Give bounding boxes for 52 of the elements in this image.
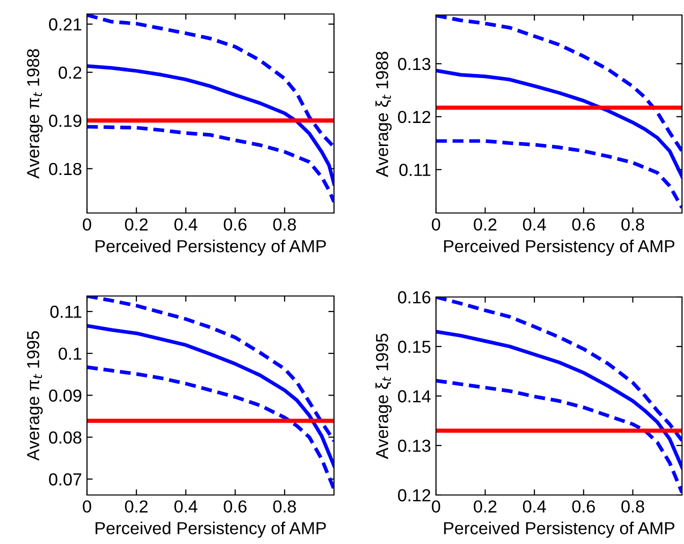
x-tick-label: 0 (432, 500, 440, 513)
y-tick-label: 0.2 (58, 66, 82, 79)
line-series (436, 330, 682, 470)
y-tick-label: 0.13 (398, 440, 430, 452)
y-axis-title: Average ξ$_{t}$ 1995 (375, 334, 392, 460)
x-tick-label: 0.6 (224, 500, 247, 513)
y-tick-label: 0.09 (49, 389, 82, 402)
x-tick-label: 0.4 (523, 218, 546, 231)
y-tick-label: 0.14 (398, 390, 431, 402)
x-tick-label: 0.8 (621, 500, 644, 513)
y-axis-title: Average π$_{t}$ 1988 (27, 49, 43, 179)
y-tick-label: 0.07 (49, 473, 82, 486)
y-tick-label: 0.13 (398, 58, 430, 70)
y-tick-label: 0.12 (398, 489, 430, 502)
x-tick-label: 0.2 (125, 218, 148, 231)
y-tick-label: 0.11 (50, 306, 82, 318)
x-axis-title: Perceived Persistency of AMP (444, 522, 674, 538)
y-tick-label: 0.18 (49, 162, 82, 176)
y-tick-label: 0.15 (398, 340, 430, 353)
x-tick-label: 0.4 (174, 218, 198, 231)
x-axis-title: Perceived Persistency of AMP (444, 240, 674, 256)
x-tick-label: 0.6 (224, 218, 247, 231)
x-tick-label: 0.4 (523, 500, 546, 513)
y-tick-label: 0.11 (399, 164, 430, 176)
y-tick-label: 0.21 (49, 18, 82, 31)
line-series (87, 64, 334, 186)
x-tick-label: 0.8 (273, 500, 296, 513)
y-tick-label: 0.1 (58, 348, 82, 360)
y-axis-title: Average ξ$_{t}$ 1988 (375, 52, 392, 178)
y-axis-title: Average π$_{t}$ 1995 (27, 331, 43, 461)
line-series (87, 324, 334, 468)
x-tick-label: 0.6 (572, 218, 595, 231)
x-tick-label: 0 (82, 218, 92, 231)
line-series (87, 124, 334, 204)
line-series (87, 365, 334, 491)
x-tick-label: 0.2 (125, 500, 148, 513)
x-tick-label: 0.6 (572, 500, 595, 513)
y-tick-label: 0.12 (398, 110, 430, 124)
line-series (436, 139, 682, 210)
x-tick-label: 0 (432, 218, 440, 231)
line-series (436, 68, 682, 178)
x-axis-title: Perceived Persistency of AMP (96, 522, 326, 538)
y-tick-label: 0.16 (398, 291, 430, 304)
x-tick-label: 0 (82, 500, 92, 513)
x-axis-title: Perceived Persistency of AMP (96, 240, 326, 256)
x-tick-label: 0.8 (621, 218, 644, 231)
x-tick-label: 0.8 (273, 218, 296, 231)
y-tick-label: 0.19 (49, 114, 82, 127)
x-tick-label: 0.2 (474, 218, 496, 231)
y-tick-label: 0.08 (49, 431, 82, 444)
x-tick-label: 0.2 (474, 500, 496, 513)
x-tick-label: 0.4 (174, 500, 198, 513)
